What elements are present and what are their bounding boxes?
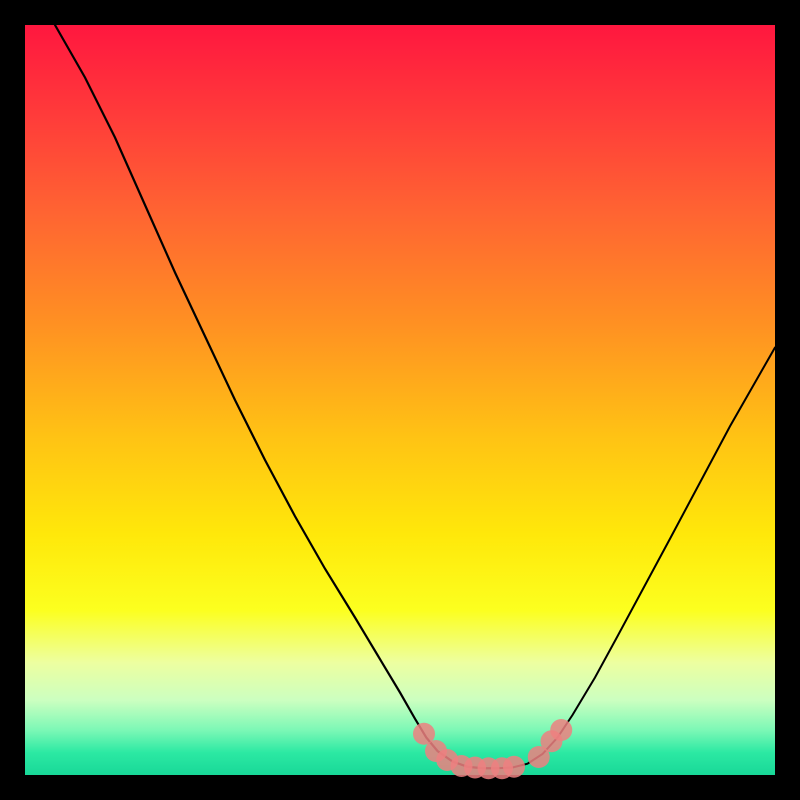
marker-point xyxy=(550,719,572,741)
marker-point xyxy=(503,756,525,778)
chart-svg xyxy=(0,0,800,800)
plot-background xyxy=(25,25,775,775)
chart-frame: TheBottleneck.com xyxy=(0,0,800,800)
